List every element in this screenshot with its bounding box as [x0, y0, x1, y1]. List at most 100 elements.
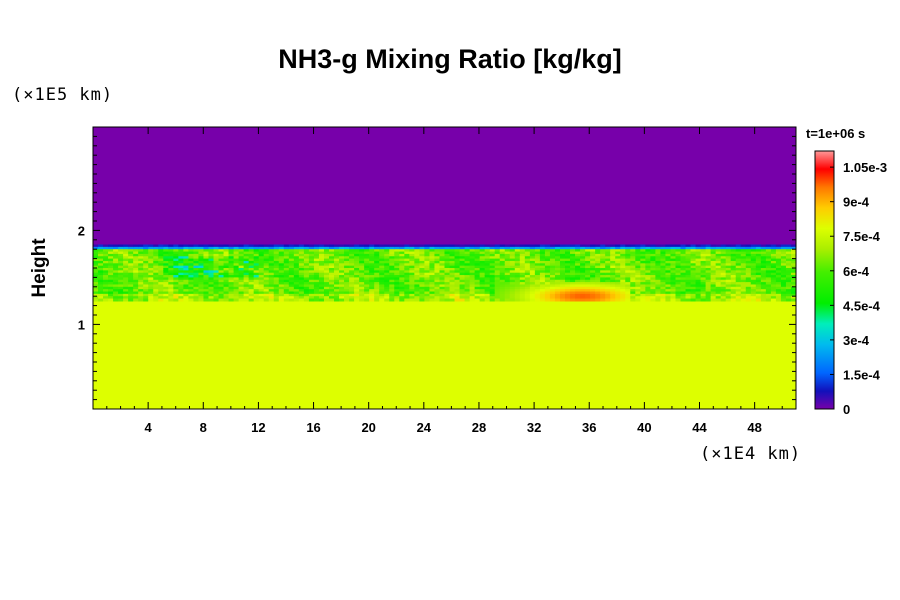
heatmap-cell	[685, 296, 692, 300]
heatmap-cell	[494, 253, 501, 257]
heatmap-cell	[580, 298, 586, 302]
heatmap-cell	[695, 293, 702, 297]
heatmap-cell	[253, 258, 260, 262]
heatmap-cell	[153, 277, 159, 281]
heatmap-cell	[665, 289, 672, 293]
heatmap-cell	[554, 275, 561, 278]
heatmap-cell	[585, 265, 591, 269]
heatmap-cell	[534, 277, 541, 281]
heatmap-cell	[158, 293, 164, 297]
heatmap-cell	[108, 256, 114, 260]
heatmap-cell	[565, 282, 571, 286]
heatmap-cell	[339, 275, 345, 278]
heatmap-cell	[414, 260, 420, 264]
heatmap-cell	[640, 289, 646, 293]
heatmap-cell	[128, 296, 134, 300]
heatmap-cell	[720, 253, 727, 257]
heatmap-cell	[178, 260, 184, 264]
heatmap-cell	[720, 249, 727, 253]
heatmap-cell	[444, 296, 451, 300]
heatmap-cell	[665, 265, 672, 269]
heatmap-cell	[404, 249, 410, 253]
heatmap-cell	[404, 268, 410, 271]
heatmap-cell	[780, 268, 787, 271]
heatmap-cell	[459, 268, 466, 271]
heatmap-cell	[765, 268, 772, 271]
heatmap-cell	[469, 275, 476, 278]
colorbar-tick-label: 1.5e-4	[843, 367, 881, 382]
heatmap-cell	[233, 298, 240, 302]
heatmap-cell	[243, 272, 250, 276]
heatmap-cell	[429, 284, 436, 288]
heatmap-cell	[323, 286, 330, 290]
heatmap-cell	[725, 268, 732, 271]
heatmap-cell	[640, 282, 646, 286]
heatmap-cell	[98, 258, 104, 262]
heatmap-cell	[544, 251, 551, 255]
heatmap-cell	[188, 268, 195, 271]
heatmap-cell	[519, 296, 526, 300]
heatmap-cell	[600, 260, 606, 264]
heatmap-cell	[715, 251, 722, 255]
heatmap-cell	[213, 268, 220, 271]
heatmap-cell	[173, 296, 179, 300]
heatmap-cell	[600, 275, 606, 278]
heatmap-cell	[680, 293, 687, 297]
heatmap-cell	[303, 296, 310, 300]
heatmap-cell	[223, 279, 230, 283]
heatmap-cell	[720, 244, 727, 248]
heatmap-cell	[474, 286, 481, 290]
heatmap-cell	[660, 284, 667, 288]
heatmap-cell	[103, 249, 109, 253]
heatmap-cell	[700, 298, 707, 302]
heatmap-cell	[223, 258, 230, 262]
heatmap-cell	[178, 272, 184, 276]
heatmap-cell	[374, 279, 380, 283]
heatmap-cell	[208, 244, 215, 248]
heatmap-cell	[585, 258, 591, 262]
heatmap-cell	[454, 275, 461, 278]
heatmap-cell	[585, 256, 591, 260]
heatmap-cell	[444, 289, 451, 293]
heatmap-cell	[740, 260, 747, 264]
heatmap-cell	[278, 251, 285, 255]
heatmap-cell	[785, 244, 792, 248]
heatmap-cell	[565, 268, 571, 271]
heatmap-cell	[123, 284, 129, 288]
heatmap-cell	[258, 284, 265, 288]
heatmap-cell	[670, 272, 677, 276]
heatmap-cell	[108, 270, 114, 274]
heatmap-cell	[680, 282, 687, 286]
heatmap-cell	[253, 284, 260, 288]
heatmap-cell	[143, 284, 149, 288]
heatmap-cell	[113, 253, 119, 257]
heatmap-cell	[253, 275, 260, 278]
heatmap-cell	[268, 249, 275, 253]
heatmap-cell	[108, 244, 114, 248]
heatmap-cell	[745, 256, 752, 260]
heatmap-cell	[600, 272, 606, 276]
heatmap-cell	[263, 268, 270, 271]
heatmap-cell	[218, 253, 225, 257]
heatmap-cell	[414, 298, 420, 302]
heatmap-cell	[469, 263, 476, 267]
heatmap-cell	[394, 251, 400, 255]
heatmap-cell	[700, 256, 707, 260]
heatmap-cell	[384, 275, 390, 278]
heatmap-cell	[595, 272, 601, 276]
heatmap-cell	[559, 263, 566, 267]
heatmap-cell	[499, 246, 506, 250]
heatmap-cell	[504, 268, 511, 271]
heatmap-cell	[509, 277, 516, 281]
heatmap-cell	[258, 270, 265, 274]
heatmap-cell	[620, 263, 626, 267]
heatmap-cell	[735, 293, 742, 297]
heatmap-cell	[469, 286, 476, 290]
heatmap-cell	[344, 253, 350, 257]
heatmap-cell	[650, 272, 656, 276]
heatmap-cell	[359, 275, 365, 278]
heatmap-cell	[494, 284, 501, 288]
heatmap-cell	[635, 298, 641, 302]
heatmap-cell	[258, 265, 265, 269]
heatmap-cell	[168, 284, 174, 288]
